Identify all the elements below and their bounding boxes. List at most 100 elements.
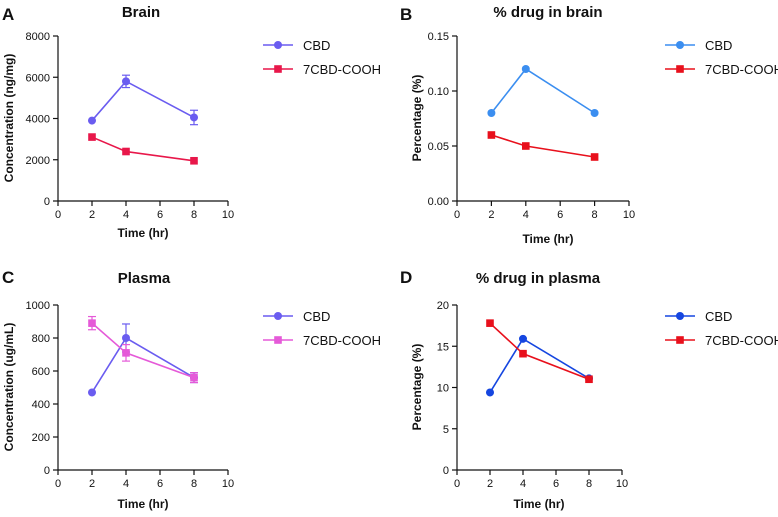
data-point: [519, 334, 527, 343]
legend-label: CBD: [303, 38, 330, 53]
data-point: [487, 109, 496, 117]
series-line: [489, 322, 590, 380]
legend-marker: [274, 312, 282, 320]
series-line: [91, 80, 195, 122]
panel-a-xlabel: Time (hr): [117, 226, 168, 240]
x-tick-label: 8: [191, 209, 197, 221]
legend-marker: [676, 65, 684, 73]
y-tick-label: 0: [44, 196, 50, 208]
y-tick-label: 1000: [26, 300, 50, 312]
panel-a-ylabel: Concentration (ng/mg): [2, 54, 16, 183]
data-point: [88, 116, 96, 125]
y-tick-label: 0: [44, 465, 50, 477]
legend-label: 7CBD-COOH: [705, 333, 778, 348]
x-tick-label: 10: [623, 209, 635, 221]
data-point: [190, 373, 198, 382]
data-point: [88, 133, 96, 141]
series-line: [491, 134, 595, 158]
panel-c-letter: C: [2, 268, 14, 287]
x-tick-label: 0: [454, 478, 460, 490]
data-point: [522, 142, 530, 150]
series-line: [91, 336, 195, 393]
x-tick-label: 6: [157, 478, 163, 490]
panel-d-xlabel: Time (hr): [513, 497, 564, 511]
panel-c-ylabel: Concentration (ug/mL): [2, 323, 16, 452]
data-point: [122, 349, 130, 357]
panel-c-xlabel: Time (hr): [117, 497, 168, 511]
x-tick-label: 8: [592, 209, 598, 221]
legend-label: 7CBD-COOH: [303, 333, 381, 348]
panel-d-title: % drug in plasma: [476, 270, 601, 287]
x-tick-label: 4: [523, 209, 529, 221]
x-tick-label: 8: [586, 478, 592, 490]
x-tick-label: 4: [123, 478, 129, 490]
panel-a: A Brain Concentration (ng/mg) Time (hr) …: [2, 4, 381, 240]
x-tick-label: 2: [488, 209, 494, 221]
x-tick-label: 0: [454, 209, 460, 221]
y-tick-label: 0.05: [428, 141, 449, 153]
legend-marker: [676, 41, 684, 49]
x-tick-label: 10: [222, 478, 234, 490]
legend-label: CBD: [705, 309, 732, 324]
panel-c: C Plasma Concentration (ug/mL) Time (hr)…: [2, 268, 381, 511]
y-tick-label: 800: [32, 333, 50, 345]
y-tick-label: 6000: [26, 72, 50, 84]
data-point: [590, 153, 599, 161]
x-tick-label: 6: [557, 209, 563, 221]
y-tick-label: 200: [32, 432, 50, 444]
y-tick-label: 10: [437, 383, 449, 395]
data-point: [122, 334, 130, 342]
data-point: [585, 375, 593, 384]
data-point: [486, 319, 494, 327]
panel-c-title: Plasma: [118, 270, 171, 287]
panel-b: B % drug in brain Percentage (%) Time (h…: [400, 4, 778, 246]
x-tick-label: 10: [222, 209, 234, 221]
legend-marker: [274, 41, 282, 49]
legend-marker: [676, 336, 684, 344]
x-tick-label: 8: [191, 478, 197, 490]
data-point: [190, 113, 198, 122]
y-tick-label: 0.00: [428, 196, 449, 208]
y-tick-label: 0.15: [428, 31, 449, 43]
y-tick-label: 0.10: [428, 86, 449, 98]
data-point: [590, 109, 599, 117]
x-tick-label: 0: [55, 478, 61, 490]
data-point: [88, 388, 96, 397]
x-tick-label: 4: [123, 209, 129, 221]
data-point: [190, 156, 198, 165]
series-line: [91, 136, 195, 162]
x-tick-label: 10: [616, 478, 628, 490]
x-tick-label: 2: [89, 209, 95, 221]
x-tick-label: 2: [487, 478, 493, 490]
data-point: [88, 319, 96, 327]
panel-b-plot: 0.00 0.05 0.10 0.15 0 2 4 6 8 10 CBD 7CBD-COOH: [428, 31, 778, 221]
panel-a-title: Brain: [122, 4, 160, 21]
y-tick-label: 400: [32, 399, 50, 411]
x-tick-label: 0: [55, 209, 61, 221]
panel-c-plot: 0 200 400 600 800 1000 0 2 4 6 8 10 CBD 7CBD-COOH: [26, 300, 382, 490]
panel-d-ylabel: Percentage (%): [410, 344, 424, 431]
x-tick-label: 6: [157, 209, 163, 221]
legend-label: 7CBD-COOH: [303, 62, 381, 77]
y-tick-label: 20: [437, 300, 449, 312]
series-line: [490, 67, 596, 114]
legend-marker: [274, 65, 282, 73]
y-tick-label: 4000: [26, 114, 50, 126]
panel-b-xlabel: Time (hr): [522, 232, 573, 246]
panel-d: D % drug in plasma Percentage (%) Time (…: [400, 268, 778, 511]
panel-d-plot: 0 5 10 15 20 0 2 4 6 8 10 CBD 7CBD-COOH: [437, 300, 778, 490]
y-tick-label: 15: [437, 341, 449, 353]
data-point: [521, 65, 530, 73]
panel-a-plot: 0 2000 4000 6000 8000 0 2 4 6 8 10 CBD 7CBD-COOH: [26, 31, 382, 221]
data-point: [122, 77, 130, 86]
legend-label: CBD: [705, 38, 732, 53]
y-tick-label: 2000: [26, 155, 50, 167]
panel-b-title: % drug in brain: [493, 4, 602, 21]
x-tick-label: 6: [553, 478, 559, 490]
y-tick-label: 0: [443, 465, 449, 477]
legend-label: 7CBD-COOH: [705, 62, 778, 77]
data-point: [487, 131, 496, 139]
y-tick-label: 600: [32, 366, 50, 378]
panel-b-ylabel: Percentage (%): [410, 75, 424, 162]
